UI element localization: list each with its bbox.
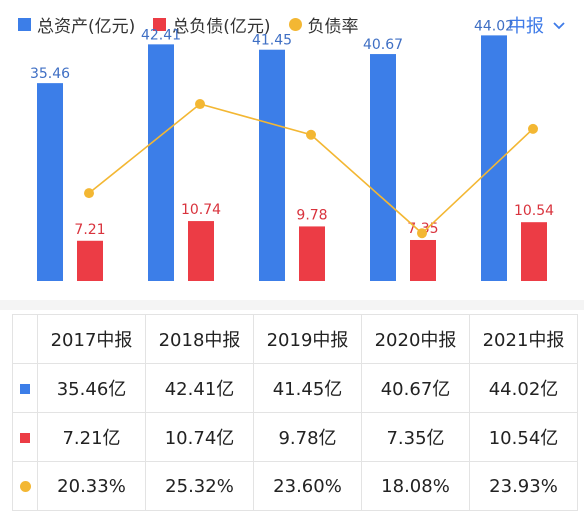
table-row-ratio: 20.33% 25.32% 23.60% 18.08% 23.93% <box>12 461 578 511</box>
bar-total-assets <box>481 35 507 281</box>
legend-item-ratio[interactable]: 负债率 <box>288 12 359 37</box>
point-debt-ratio <box>306 129 316 140</box>
row-key-liabilities <box>12 412 38 462</box>
point-debt-ratio <box>417 228 427 239</box>
table-cell: 41.45亿 <box>253 363 362 413</box>
ratio-marker-icon <box>19 480 31 492</box>
bar-total-assets <box>370 54 396 281</box>
section-divider <box>0 300 584 310</box>
legend-swatch-liabilities <box>153 18 167 31</box>
legend-label-liabilities: 总负债(亿元) <box>172 17 271 37</box>
period-selector[interactable]: 中报 <box>508 12 566 38</box>
bar-total-liabilities <box>299 226 325 281</box>
point-debt-ratio <box>195 99 205 110</box>
point-debt-ratio <box>528 123 538 134</box>
row-key-ratio <box>12 461 38 511</box>
table-cell: 7.21亿 <box>37 412 146 462</box>
table-cell: 9.78亿 <box>253 412 362 462</box>
table-cell: 7.35亿 <box>361 412 470 462</box>
table-header-cell: 2021中报 <box>469 314 578 364</box>
table-header-cell: 2019中报 <box>253 314 362 364</box>
table-corner-cell <box>12 314 38 364</box>
row-key-assets <box>12 363 38 413</box>
bar-total-liabilities <box>188 221 214 281</box>
table-header-cell: 2017中报 <box>37 314 146 364</box>
legend-label-ratio: 负债率 <box>307 17 359 37</box>
table-header-cell: 2018中报 <box>145 314 254 364</box>
legend-item-liabilities[interactable]: 总负债(亿元) <box>153 12 271 37</box>
data-label-assets: 40.67 <box>363 37 403 53</box>
data-label-assets: 44.02 <box>474 18 514 34</box>
table-cell: 10.74亿 <box>145 412 254 462</box>
table-cell: 40.67亿 <box>361 363 470 413</box>
table-cell: 20.33% <box>37 461 146 511</box>
point-debt-ratio <box>84 188 94 199</box>
legend-swatch-assets <box>18 18 31 31</box>
bar-total-liabilities <box>77 240 103 281</box>
legend-label-assets: 总资产(亿元) <box>37 17 136 37</box>
table-cell: 42.41亿 <box>145 363 254 413</box>
data-label-liabilities: 7.21 <box>74 222 105 238</box>
data-label-liabilities: 10.74 <box>181 202 221 218</box>
table-cell: 25.32% <box>145 461 254 511</box>
legend-swatch-ratio <box>288 18 302 31</box>
table-cell: 35.46亿 <box>37 363 146 413</box>
table-cell: 10.54亿 <box>469 412 578 462</box>
period-selector-label: 中报 <box>508 16 544 37</box>
bar-total-assets <box>259 49 285 281</box>
assets-marker-icon <box>20 383 30 394</box>
data-label-liabilities: 10.54 <box>514 203 554 219</box>
table-row-liabilities: 7.21亿 10.74亿 9.78亿 7.35亿 10.54亿 <box>12 412 578 462</box>
chart-legend: 总资产(亿元) 总负债(亿元) 负债率 <box>18 12 377 37</box>
data-table: 2017中报 2018中报 2019中报 2020中报 2021中报 35.46… <box>12 314 578 511</box>
bar-total-liabilities <box>521 222 547 281</box>
table-cell: 18.08% <box>361 461 470 511</box>
data-label-assets: 41.45 <box>252 33 292 49</box>
table-cell: 23.60% <box>253 461 362 511</box>
data-label-assets: 42.41 <box>141 27 181 43</box>
bar-total-assets <box>37 83 63 281</box>
legend-item-assets[interactable]: 总资产(亿元) <box>18 12 135 37</box>
liabilities-marker-icon <box>20 432 30 443</box>
data-label-liabilities: 9.78 <box>296 207 327 223</box>
data-label-assets: 35.46 <box>30 66 70 82</box>
table-header-cell: 2020中报 <box>361 314 470 364</box>
table-row-assets: 35.46亿 42.41亿 41.45亿 40.67亿 44.02亿 <box>12 363 578 413</box>
table-cell: 44.02亿 <box>469 363 578 413</box>
chevron-down-icon <box>553 22 565 30</box>
bar-total-liabilities <box>410 239 436 281</box>
bar-total-assets <box>148 44 174 281</box>
chart-plot: 35.467.2142.4110.7441.459.7840.677.3544.… <box>30 18 554 281</box>
table-cell: 23.93% <box>469 461 578 511</box>
table-header-row: 2017中报 2018中报 2019中报 2020中报 2021中报 <box>12 314 578 364</box>
